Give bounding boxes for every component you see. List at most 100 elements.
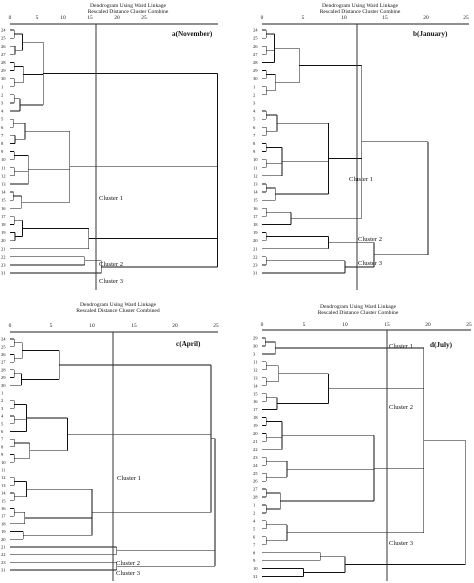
leaf-label: 14 — [1, 491, 6, 496]
x-tick-label: 25 — [463, 15, 469, 21]
panel-title: Dendrogram Using Ward Linkage — [320, 304, 397, 310]
leaf-label: 30 — [1, 383, 6, 388]
leaf-label: 3 — [253, 352, 256, 357]
leaf-label: 21 — [253, 246, 258, 251]
leaf-label: 16 — [1, 506, 6, 511]
leaf-label: 1 — [1, 391, 4, 396]
panel-label: b(January) — [413, 30, 448, 38]
leaf-label: 23 — [253, 455, 258, 460]
leaf-label: 3 — [1, 406, 4, 411]
leaf-label: 19 — [1, 230, 6, 235]
leaf-label: 14 — [253, 383, 258, 388]
leaf-label: 30 — [253, 76, 258, 81]
leaf-label: 20 — [253, 431, 258, 436]
leaf-label: 3 — [1, 101, 4, 106]
leaf-label: 30 — [253, 344, 258, 349]
leaf-label: 5 — [253, 117, 256, 122]
panel-label: a(November) — [172, 30, 213, 38]
leaf-label: 22 — [253, 254, 258, 259]
leaf-label: 10 — [1, 157, 6, 162]
leaf-label: 22 — [1, 254, 6, 259]
leaf-label: 20 — [1, 238, 6, 243]
leaf-label: 6 — [253, 534, 256, 539]
leaf-label: 5 — [253, 526, 256, 531]
leaf-label: 1 — [253, 84, 256, 89]
leaf-label: 14 — [1, 190, 6, 195]
leaf-label: 27 — [253, 52, 258, 57]
x-tick-label: 25 — [466, 322, 472, 328]
leaf-label: 19 — [1, 529, 6, 534]
x-tick-label: 0 — [261, 15, 264, 21]
cluster-label: Cluster 1 — [389, 343, 413, 350]
panel-subtitle: Rescaled Distance Cluster Combine — [318, 310, 399, 316]
leaf-label: 16 — [253, 399, 258, 404]
dendrogram-links — [10, 29, 218, 274]
leaf-label: 2 — [1, 92, 4, 97]
leaf-label: 24 — [253, 28, 258, 33]
leaf-label: 15 — [253, 198, 258, 203]
leaf-label: 28 — [1, 367, 6, 372]
leaf-label: 19 — [253, 423, 258, 428]
dendrogram-svg-january: Dendrogram Using Ward Linkage Rescaled D… — [253, 3, 469, 290]
leaf-label: 24 — [253, 463, 258, 468]
leaf-label: 18 — [1, 521, 6, 526]
leaf-label: 15 — [1, 498, 6, 503]
leaf-label: 26 — [253, 479, 258, 484]
leaf-label: 15 — [253, 391, 258, 396]
panel-title: Dendrogram Using Ward Linkage — [322, 3, 399, 9]
x-tick-label: 25 — [213, 323, 219, 329]
leaf-label: 17 — [1, 514, 6, 519]
leaf-label: 10 — [1, 460, 6, 465]
panel-subtitle: Rescaled Distance Cluster Combined — [76, 308, 160, 314]
panel-label: d(July) — [430, 341, 453, 349]
leaf-label: 11 — [1, 468, 6, 473]
cluster-label: Cluster 2 — [99, 261, 123, 268]
leaf-labels: 2425262728293012345678910111213141516171… — [1, 337, 6, 573]
panel-subtitle: Rescaled Distance Cluster Combine — [88, 9, 169, 15]
x-tick-label: 15 — [382, 15, 388, 21]
leaf-label: 28 — [253, 495, 258, 500]
leaf-label: 27 — [1, 360, 6, 365]
dendrogram-svg-november: Dendrogram Using Ward Linkage Rescaled D… — [1, 3, 218, 290]
x-tick-label: 10 — [89, 323, 95, 329]
x-tick-label: 20 — [423, 15, 429, 21]
panel-title: Dendrogram Using Ward Linkage — [90, 3, 167, 9]
leaf-label: 29 — [253, 336, 258, 341]
leaf-label: 7 — [253, 133, 256, 138]
x-tick-label: 5 — [50, 323, 53, 329]
cluster-label: Cluster 1 — [117, 475, 141, 482]
cluster-label: Cluster 1 — [99, 195, 123, 202]
leaf-label: 2 — [1, 398, 4, 403]
cluster-label: Cluster 2 — [116, 560, 140, 567]
leaf-label: 18 — [253, 222, 258, 227]
leaf-label: 24 — [1, 337, 6, 342]
leaf-label: 4 — [1, 414, 4, 419]
leaf-label: 31 — [1, 568, 6, 573]
dendrogram-panel-november: Dendrogram Using Ward Linkage Rescaled D… — [0, 0, 237, 291]
dendrogram-links — [262, 29, 429, 274]
leaf-label: 17 — [253, 214, 258, 219]
leaf-label: 26 — [1, 352, 6, 357]
leaf-label: 22 — [253, 447, 258, 452]
dendrogram-svg-july: Dendrogram Using Ward Linkage Rescaled D… — [253, 304, 472, 581]
leaf-label: 22 — [1, 552, 6, 557]
x-tick-label: 5 — [36, 15, 39, 21]
leaf-label: 16 — [1, 206, 6, 211]
x-tick-label: 20 — [172, 323, 178, 329]
leaf-label: 2 — [253, 92, 256, 97]
leaf-label: 29 — [253, 68, 258, 73]
x-tick-label: 5 — [303, 322, 306, 328]
leaf-label: 20 — [253, 238, 258, 243]
cluster-label: Cluster 3 — [99, 278, 124, 285]
leaf-label: 31 — [253, 574, 258, 579]
leaf-label: 17 — [1, 214, 6, 219]
leaf-label: 13 — [1, 483, 6, 488]
leaf-label: 6 — [1, 429, 4, 434]
leaf-label: 7 — [253, 542, 256, 547]
x-tick-label: 20 — [114, 15, 120, 21]
cluster-label: Cluster 1 — [349, 176, 373, 183]
leaf-label: 29 — [1, 375, 6, 380]
leaf-label: 7 — [1, 133, 4, 138]
leaf-label: 11 — [253, 165, 258, 170]
leaf-label: 26 — [253, 44, 258, 49]
